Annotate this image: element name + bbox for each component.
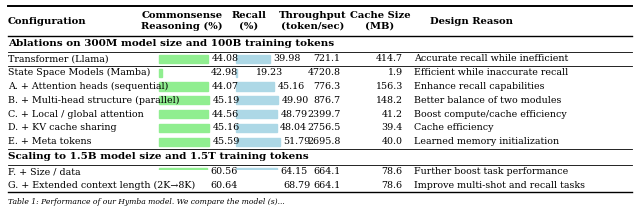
Bar	[159, 124, 209, 132]
Text: Transformer (Llama): Transformer (Llama)	[8, 54, 108, 63]
Text: 78.6: 78.6	[381, 181, 403, 190]
Bar	[236, 138, 280, 146]
Text: Configuration: Configuration	[8, 17, 86, 26]
Text: 664.1: 664.1	[313, 167, 340, 176]
Text: E. + Meta tokens: E. + Meta tokens	[8, 137, 92, 146]
Text: 78.6: 78.6	[381, 167, 403, 176]
Text: 45.19: 45.19	[212, 96, 240, 105]
Text: Enhance recall capabilities: Enhance recall capabilities	[414, 82, 545, 91]
Text: 39.4: 39.4	[381, 123, 403, 132]
Text: 60.56: 60.56	[211, 167, 238, 176]
Text: 44.56: 44.56	[212, 110, 239, 119]
Text: Further boost task performance: Further boost task performance	[414, 167, 568, 176]
Bar	[159, 96, 209, 104]
Bar	[159, 181, 207, 190]
Text: 1.9: 1.9	[388, 68, 403, 77]
Text: 48.79: 48.79	[280, 110, 308, 119]
Text: State Space Models (Mamba): State Space Models (Mamba)	[8, 68, 150, 77]
Bar	[236, 124, 276, 132]
Bar	[236, 96, 278, 104]
Bar	[159, 138, 209, 146]
Text: Commonsense
Reasoning (%): Commonsense Reasoning (%)	[141, 11, 223, 31]
Bar	[159, 82, 208, 91]
Text: F. + Size / data: F. + Size / data	[8, 167, 81, 176]
Text: 2756.5: 2756.5	[307, 123, 340, 132]
Bar	[236, 181, 280, 190]
Bar	[159, 69, 162, 77]
Text: Better balance of two modules: Better balance of two modules	[414, 96, 562, 105]
Text: 45.16: 45.16	[278, 82, 305, 91]
Text: Efficient while inaccurate recall: Efficient while inaccurate recall	[414, 68, 568, 77]
Text: Scaling to 1.5B model size and 1.5T training tokens: Scaling to 1.5B model size and 1.5T trai…	[8, 152, 308, 161]
Text: Cache efficiency: Cache efficiency	[414, 123, 494, 132]
Bar	[236, 55, 270, 63]
Text: C. + Local / global attention: C. + Local / global attention	[8, 110, 143, 119]
Text: 148.2: 148.2	[376, 96, 403, 105]
Text: Boost compute/cache efficiency: Boost compute/cache efficiency	[414, 110, 567, 119]
Text: 68.79: 68.79	[283, 181, 310, 190]
Bar	[159, 55, 208, 63]
Text: Design Reason: Design Reason	[429, 17, 513, 26]
Text: 45.59: 45.59	[213, 137, 241, 146]
Bar	[159, 110, 208, 118]
Bar	[236, 82, 275, 91]
Bar	[236, 110, 277, 118]
Text: 4720.8: 4720.8	[307, 68, 340, 77]
Bar	[159, 168, 207, 176]
Text: A. + Attention heads (sequential): A. + Attention heads (sequential)	[8, 82, 168, 91]
Text: 876.7: 876.7	[313, 96, 340, 105]
Text: Recall
(%): Recall (%)	[231, 12, 266, 31]
Text: Learned memory initialization: Learned memory initialization	[414, 137, 559, 146]
Text: 45.16: 45.16	[212, 123, 240, 132]
Text: Throughput
(token/sec): Throughput (token/sec)	[278, 12, 346, 31]
Text: 39.98: 39.98	[273, 54, 300, 63]
Text: Accurate recall while inefficient: Accurate recall while inefficient	[414, 54, 568, 63]
Text: 48.04: 48.04	[280, 123, 307, 132]
Text: 2399.7: 2399.7	[307, 110, 340, 119]
Text: Improve multi-shot and recall tasks: Improve multi-shot and recall tasks	[414, 181, 586, 190]
Text: 40.0: 40.0	[382, 137, 403, 146]
Text: 64.15: 64.15	[280, 167, 307, 176]
Text: 44.07: 44.07	[212, 82, 239, 91]
Text: 41.2: 41.2	[382, 110, 403, 119]
Text: 60.64: 60.64	[211, 181, 238, 190]
Text: Ablations on 300M model size and 100B training tokens: Ablations on 300M model size and 100B tr…	[8, 40, 334, 48]
Text: G. + Extended context length (2K→8K): G. + Extended context length (2K→8K)	[8, 181, 195, 190]
Text: D. + KV cache sharing: D. + KV cache sharing	[8, 123, 116, 132]
Bar	[236, 69, 237, 77]
Text: 51.79: 51.79	[283, 137, 310, 146]
Text: B. + Multi-head structure (parallel): B. + Multi-head structure (parallel)	[8, 96, 179, 105]
Text: 721.1: 721.1	[314, 54, 340, 63]
Text: 19.23: 19.23	[255, 68, 283, 77]
Text: 156.3: 156.3	[376, 82, 403, 91]
Bar	[236, 168, 276, 176]
Text: 44.08: 44.08	[212, 54, 239, 63]
Text: 664.1: 664.1	[313, 181, 340, 190]
Text: Cache Size
(MB): Cache Size (MB)	[349, 12, 410, 31]
Text: 2695.8: 2695.8	[307, 137, 340, 146]
Text: 49.90: 49.90	[282, 96, 308, 105]
Text: Table 1: Performance of our Hymba model. We compare the model (s)...: Table 1: Performance of our Hymba model.…	[8, 198, 285, 206]
Text: 42.98: 42.98	[211, 68, 237, 77]
Text: 414.7: 414.7	[376, 54, 403, 63]
Text: 776.3: 776.3	[313, 82, 340, 91]
